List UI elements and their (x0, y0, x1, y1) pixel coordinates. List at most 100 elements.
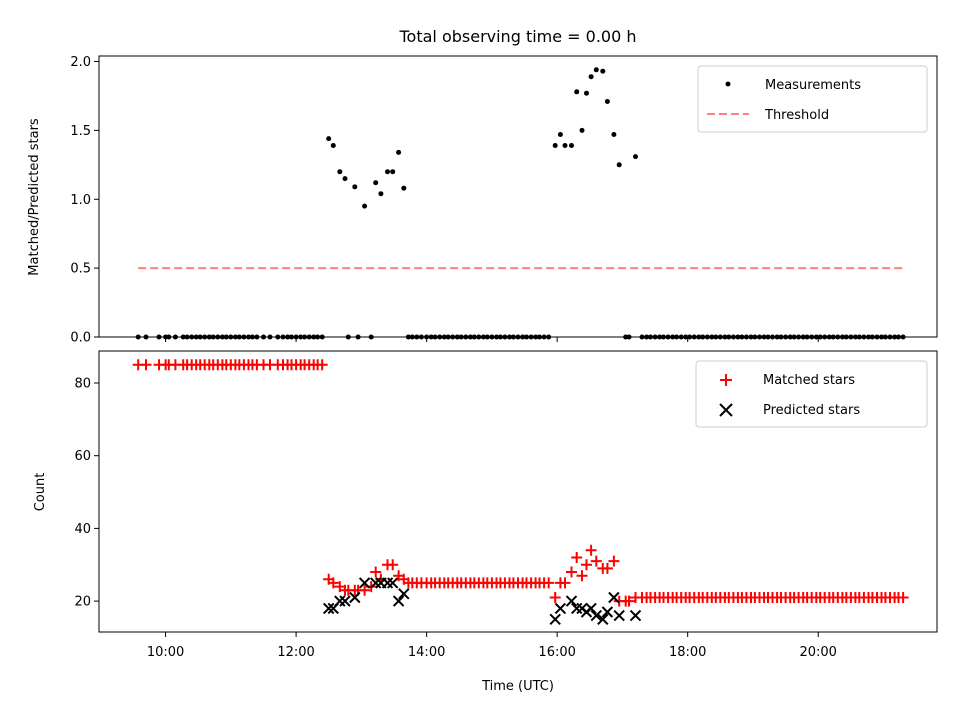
data-point (337, 169, 343, 175)
data-point (616, 162, 622, 168)
top-y-axis: 0.0 0.5 1.0 1.5 2.0 (70, 55, 99, 346)
data-point (330, 143, 336, 148)
data-point (370, 566, 382, 578)
bottom-legend: Matched stars Predicted stars (695, 360, 928, 428)
data-point (549, 592, 561, 603)
top-axes-frame (98, 55, 938, 338)
data-point (362, 203, 368, 209)
data-point (565, 595, 578, 607)
data-point (385, 169, 390, 175)
data-point (601, 562, 613, 574)
data-point (557, 132, 563, 137)
data-point (613, 609, 625, 622)
data-point (316, 359, 328, 371)
legend-marker-predicted-stars (719, 403, 733, 417)
x-tick-label: 14:00 (408, 645, 445, 660)
data-point (608, 591, 620, 604)
y-tick-label: 60 (74, 449, 91, 464)
data-point (140, 359, 152, 371)
top-x-axis (165, 337, 819, 342)
data-point (601, 606, 614, 618)
data-point (381, 577, 394, 589)
data-point (593, 67, 599, 73)
bottom-legend-box (695, 360, 928, 428)
y-tick-label: 0.5 (70, 262, 91, 277)
x-tick-label: 12:00 (277, 645, 314, 660)
data-point (579, 127, 585, 133)
legend-marker-matched-stars (720, 374, 732, 386)
data-point (608, 555, 620, 567)
top-legend: Measurements Threshold (697, 65, 928, 133)
x-tick-label: 16:00 (538, 645, 575, 660)
data-point (581, 559, 592, 571)
data-point (585, 602, 597, 615)
x-tick-label: 20:00 (799, 645, 836, 660)
legend-marker-measurements (725, 81, 731, 87)
data-point (566, 566, 577, 578)
y-tick-label: 0.0 (70, 331, 91, 346)
data-point (571, 552, 583, 563)
data-point (554, 602, 567, 615)
data-point (585, 544, 597, 556)
data-point (352, 184, 358, 190)
data-point (623, 595, 635, 607)
data-point (373, 180, 379, 186)
data-point (326, 136, 332, 142)
data-point (633, 154, 638, 160)
y-tick-label: 40 (74, 522, 91, 537)
data-point (590, 609, 603, 622)
data-point (600, 68, 606, 74)
top-panel: Total observing time = 0.00 h 0.0 0.5 1.0 1… (27, 27, 938, 346)
data-point (390, 169, 396, 175)
data-point (396, 149, 402, 155)
bottom-y-axis-label: Count (33, 473, 48, 512)
data-point (342, 176, 348, 182)
bottom-y-axis: 20 40 60 80 (74, 376, 99, 610)
x-tick-label: 18:00 (669, 645, 706, 660)
y-tick-label: 1.5 (70, 124, 91, 139)
data-point (358, 577, 371, 589)
data-point (359, 584, 371, 596)
top-legend-box (697, 65, 928, 133)
data-point (590, 555, 602, 567)
data-point (588, 74, 594, 80)
y-tick-label: 1.0 (70, 193, 91, 208)
data-point (569, 143, 574, 148)
y-tick-label: 2.0 (70, 55, 91, 70)
bottom-x-axis-label: Time (UTC) (481, 679, 554, 694)
legend-label-matched-stars: Matched stars (763, 373, 855, 388)
series-predicted-stars (322, 577, 642, 626)
data-point (584, 90, 589, 96)
y-tick-label: 80 (74, 376, 91, 391)
data-point (604, 99, 610, 104)
data-point (334, 595, 346, 607)
bottom-x-axis: 10:00 12:00 14:00 16:00 18:00 20:00 (147, 632, 837, 660)
data-point (322, 602, 335, 615)
data-point (398, 588, 410, 600)
legend-label-predicted-stars: Predicted stars (763, 403, 860, 418)
data-point (543, 577, 555, 589)
data-point (349, 591, 361, 604)
bottom-axes-frame (98, 350, 938, 633)
data-point (339, 595, 351, 607)
data-point (552, 143, 558, 148)
series-matched-stars (132, 359, 909, 607)
top-y-axis-label: Matched/Predicted stars (27, 118, 42, 276)
data-point (629, 609, 642, 622)
data-point (387, 559, 399, 571)
y-tick-label: 20 (74, 595, 91, 610)
data-point (576, 570, 588, 582)
data-point (369, 577, 382, 589)
data-point (562, 143, 568, 148)
x-tick-label: 10:00 (147, 645, 184, 660)
legend-label-threshold: Threshold (764, 108, 829, 123)
data-point (897, 592, 909, 603)
data-point (392, 595, 405, 607)
data-point (597, 613, 609, 626)
data-point (611, 132, 617, 137)
chart-title: Total observing time = 0.00 h (398, 27, 636, 46)
data-point (327, 577, 339, 589)
data-point (401, 185, 407, 191)
